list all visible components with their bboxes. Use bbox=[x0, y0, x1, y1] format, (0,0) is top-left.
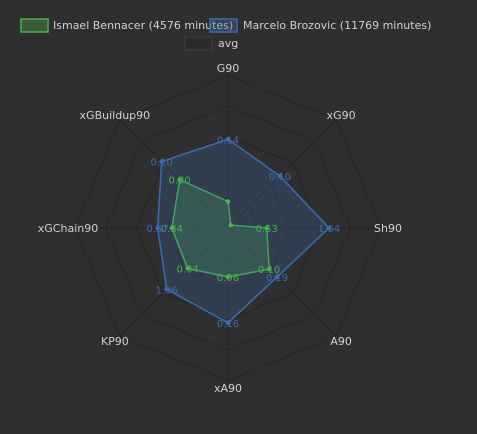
series-brozovic-point-kp90 bbox=[164, 287, 169, 292]
series-bennacer-point-sh90 bbox=[264, 225, 270, 231]
series-brozovic-point-xa90 bbox=[225, 320, 231, 326]
legend-label-avg: avg bbox=[218, 37, 238, 50]
series-brozovic-point-sh90 bbox=[326, 225, 332, 231]
axis-label-kp90: KP90 bbox=[101, 335, 129, 348]
series-brozovic-value-label-xgbuildup90: 0.10 bbox=[151, 158, 173, 169]
legend-swatch-bennacer bbox=[20, 18, 49, 33]
series-bennacer-value-label-xa90: 0.06 bbox=[217, 273, 239, 284]
series-brozovic-value-label-xg90: 0.10 bbox=[269, 172, 291, 183]
legend-swatch-brozovic bbox=[209, 18, 238, 33]
series-brozovic-value-label-a90: 0.19 bbox=[266, 273, 288, 284]
grid-spoke-xgbuildup90 bbox=[119, 119, 229, 229]
axis-label-sh90: Sh90 bbox=[374, 222, 402, 235]
series-brozovic-point-xgbuildup90 bbox=[159, 159, 164, 164]
series-brozovic-point-a90 bbox=[274, 274, 280, 280]
series-bennacer-point-xgchain90 bbox=[169, 225, 175, 231]
series-brozovic-area bbox=[156, 138, 331, 324]
series-bennacer-point-xa90 bbox=[225, 274, 231, 280]
series-brozovic-value-label-sh90: 1.64 bbox=[318, 224, 340, 235]
axis-label-xgchain90: xGChain90 bbox=[38, 222, 98, 235]
legend-swatch-avg bbox=[184, 36, 213, 51]
grid-spoke-a90 bbox=[227, 227, 337, 337]
legend-label-brozovic: Marcelo Brozovic (11769 minutes) bbox=[243, 19, 431, 32]
series-bennacer-value-label-kp90: 0.94 bbox=[176, 264, 198, 275]
series-bennacer-value-label-a90: 0.10 bbox=[258, 265, 280, 276]
series-brozovic-value-label-xgchain90: 0.57 bbox=[146, 224, 168, 235]
series-brozovic-point-xg90 bbox=[277, 173, 283, 179]
legend-label-bennacer: Ismael Bennacer (4576 minutes) bbox=[53, 19, 233, 32]
axis-label-xa90: xA90 bbox=[214, 382, 242, 395]
axis-labels: G90 xG90 Sh90 A90 xA90 KP90 xGChain90 xGBuildup… bbox=[38, 62, 402, 395]
series-bennacer-value-label-xgbuildup90: 0.30 bbox=[169, 176, 191, 187]
series-layer: 0.53 0.10 0.06 0.94 0.34 0.30 0.14 0.10 1.64 0.19… bbox=[146, 135, 340, 330]
grid-spoke-xg90 bbox=[227, 119, 337, 229]
series-bennacer-point-kp90 bbox=[185, 266, 190, 271]
series-bennacer-value-label-sh90: 0.53 bbox=[256, 224, 278, 235]
series-brozovic-point-g90 bbox=[225, 136, 231, 142]
series-bennacer-value-label-xgchain90: 0.34 bbox=[161, 224, 183, 235]
axis-label-a90: A90 bbox=[330, 335, 352, 348]
axis-label-xgbuildup90: xGBuildup90 bbox=[80, 109, 151, 122]
series-brozovic-value-label-g90: 0.14 bbox=[217, 135, 239, 146]
series-brozovic-point-xgchain90 bbox=[155, 225, 160, 231]
grid-spoke-kp90 bbox=[119, 227, 229, 337]
axis-label-g90: G90 bbox=[217, 62, 240, 75]
legend: Ismael Bennacer (4576 minutes) Marcelo Br… bbox=[20, 18, 431, 51]
series-brozovic-value-label-kp90: 1.96 bbox=[156, 285, 178, 296]
series-bennacer-point-xgbuildup90 bbox=[177, 177, 182, 182]
series-bennacer-point-a90 bbox=[266, 266, 272, 272]
series-bennacer-point-g90 bbox=[225, 199, 231, 204]
series-brozovic-value-label-xa90: 0.16 bbox=[217, 319, 239, 330]
axis-label-xg90: xG90 bbox=[327, 109, 356, 122]
series-bennacer-point-xg90 bbox=[228, 222, 234, 228]
